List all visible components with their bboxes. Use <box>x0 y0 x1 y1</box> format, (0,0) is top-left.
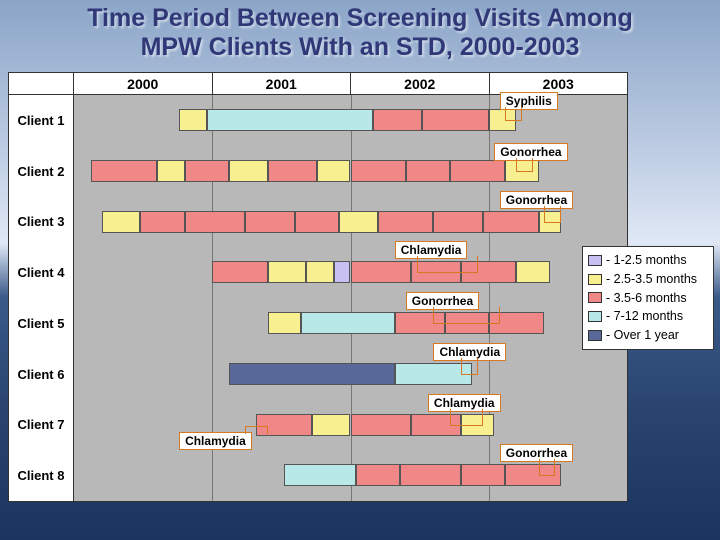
legend-swatch <box>588 330 602 341</box>
time-segment <box>461 464 505 486</box>
time-segment <box>450 160 505 182</box>
time-segment <box>400 464 461 486</box>
legend-item: - Over 1 year <box>588 326 708 345</box>
client-row: Gonorrhea <box>74 146 627 197</box>
title-line1: Time Period Between Screening Visits Amo… <box>87 4 633 32</box>
time-segment <box>207 109 373 131</box>
client-labels: Client 1 Client 2 Client 3 Client 4 Clie… <box>9 95 74 501</box>
diagnosis-connector <box>544 206 561 223</box>
client-row: Chlamydia <box>74 349 627 400</box>
time-segment <box>373 109 423 131</box>
legend-swatch <box>588 255 602 266</box>
diagnosis-connector <box>450 409 483 426</box>
client-label: Client 1 <box>9 95 73 146</box>
legend-item: - 2.5-3.5 months <box>588 270 708 289</box>
legend-label: - 1-2.5 months <box>606 251 687 270</box>
time-segment <box>301 312 395 334</box>
client-label: Client 8 <box>9 450 73 501</box>
time-segment <box>433 211 483 233</box>
time-segment <box>91 160 157 182</box>
time-segment <box>351 160 406 182</box>
diagnosis-connector <box>516 158 533 172</box>
legend: - 1-2.5 months- 2.5-3.5 months- 3.5-6 mo… <box>582 246 714 350</box>
time-segment <box>284 464 356 486</box>
time-segment <box>229 160 268 182</box>
time-segment <box>516 261 549 283</box>
client-row: Chlamydia <box>74 247 627 298</box>
time-segment <box>157 160 185 182</box>
year-label: 2003 <box>490 73 628 94</box>
year-label: 2000 <box>74 73 213 94</box>
time-segment <box>245 211 295 233</box>
client-label: Client 5 <box>9 298 73 349</box>
time-segment <box>185 211 246 233</box>
legend-item: - 3.5-6 months <box>588 289 708 308</box>
client-label: Client 4 <box>9 247 73 298</box>
time-segment <box>185 160 229 182</box>
legend-label: - 7-12 months <box>606 307 683 326</box>
time-segment <box>351 414 412 436</box>
diagnosis-connector <box>417 256 478 273</box>
client-row: ChlamydiaChlamydia <box>74 400 627 451</box>
legend-swatch <box>588 311 602 322</box>
time-segment <box>229 363 395 385</box>
time-segment <box>351 261 412 283</box>
client-label: Client 7 <box>9 400 73 451</box>
diagnosis-connector <box>433 307 499 324</box>
client-row: Gonorrhea <box>74 450 627 501</box>
legend-label: - Over 1 year <box>606 326 679 345</box>
diagnosis-connector <box>539 459 556 476</box>
client-label: Client 2 <box>9 146 73 197</box>
client-row: Gonorrhea <box>74 197 627 248</box>
time-segment <box>295 211 339 233</box>
year-label: 2001 <box>213 73 352 94</box>
diagnosis-connector <box>245 426 267 434</box>
plot-area: Client 1 Client 2 Client 3 Client 4 Clie… <box>9 95 627 501</box>
title-line2: MPW Clients With an STD, 2000-2003 <box>141 33 580 61</box>
client-label: Client 3 <box>9 197 73 248</box>
diagnosis-label: Gonorrhea <box>500 191 573 209</box>
client-label: Client 6 <box>9 349 73 400</box>
time-segment <box>378 211 433 233</box>
time-segment <box>212 261 267 283</box>
time-segment <box>102 211 141 233</box>
legend-item: - 1-2.5 months <box>588 251 708 270</box>
time-segment <box>268 312 301 334</box>
diagnosis-connector <box>461 358 478 375</box>
time-segment <box>317 160 350 182</box>
time-segment <box>339 211 378 233</box>
time-segment <box>268 160 318 182</box>
time-segment <box>356 464 400 486</box>
client-row: Gonorrhea <box>74 298 627 349</box>
client-row: Syphilis <box>74 95 627 146</box>
time-segment <box>306 261 334 283</box>
time-segment <box>483 211 538 233</box>
time-segment <box>422 109 488 131</box>
diagnosis-connector <box>505 107 522 121</box>
diagnosis-label: Gonorrhea <box>500 444 573 462</box>
diagnosis-label: Chlamydia <box>179 432 252 450</box>
time-segment <box>268 261 307 283</box>
legend-swatch <box>588 292 602 303</box>
legend-label: - 2.5-3.5 months <box>606 270 697 289</box>
legend-swatch <box>588 274 602 285</box>
legend-label: - 3.5-6 months <box>606 289 687 308</box>
time-segment <box>179 109 207 131</box>
legend-item: - 7-12 months <box>588 307 708 326</box>
gantt-chart: 2000 2001 2002 2003 Client 1 Client 2 Cl… <box>8 72 628 502</box>
year-label: 2002 <box>351 73 490 94</box>
time-segment <box>312 414 351 436</box>
timeline-grid: SyphilisGonorrheaGonorrheaChlamydiaGonor… <box>74 95 627 501</box>
time-segment <box>140 211 184 233</box>
time-segment <box>406 160 450 182</box>
time-segment <box>334 261 351 283</box>
page-title: Time Period Between Screening Visits Amo… <box>0 0 720 70</box>
